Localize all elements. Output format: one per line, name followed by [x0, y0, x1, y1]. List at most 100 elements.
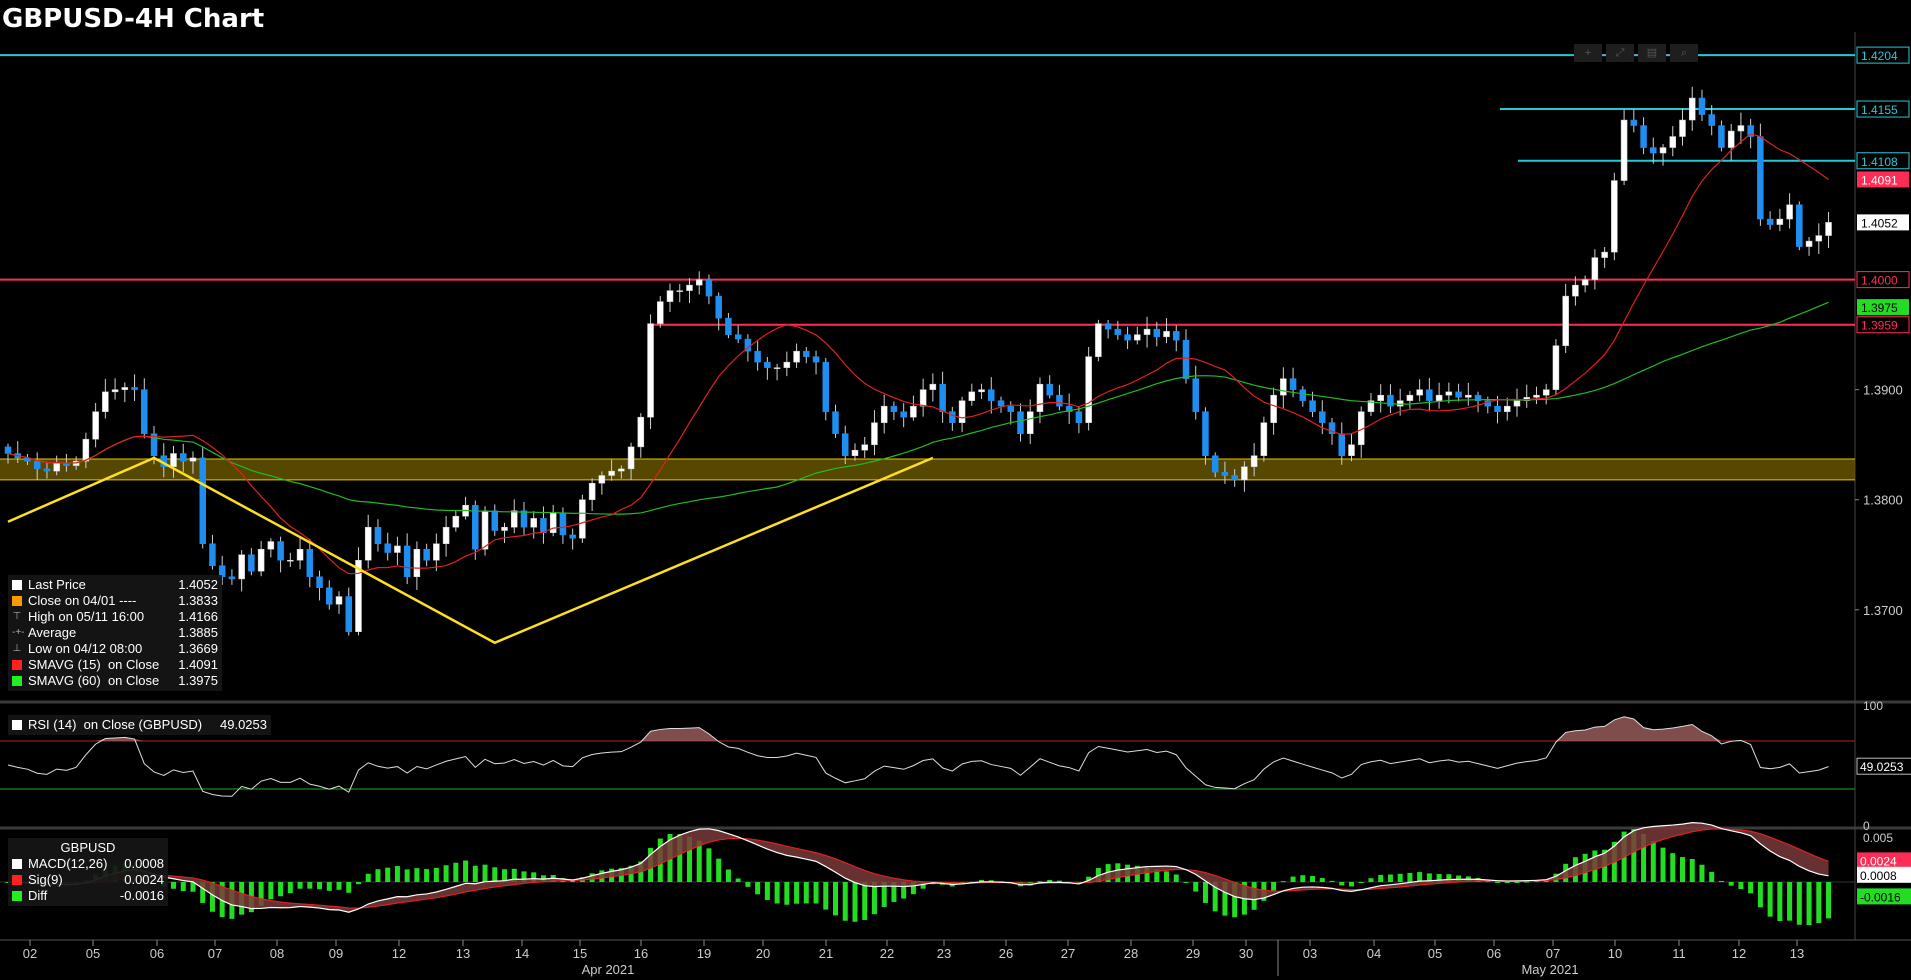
candle-body: [189, 457, 197, 462]
value-badge: [1857, 299, 1909, 316]
candle-body: [228, 576, 236, 580]
macd-histogram-bar: [1086, 876, 1092, 882]
macd-histogram-bar: [803, 882, 809, 904]
macd-histogram-bar: [1495, 881, 1501, 883]
macd-signal-band: [8, 822, 1829, 913]
macd-value-badge: [1857, 888, 1911, 905]
legend-row-average: -+- Average 1.3885: [12, 625, 218, 641]
legend-value: 1.3885: [178, 625, 218, 640]
candle-body: [764, 361, 771, 368]
candle-body: [1377, 394, 1384, 401]
candle-body: [1017, 411, 1024, 434]
candle-body: [968, 391, 976, 401]
legend-row-sma60: SMAVG (60) on Close 1.3975: [12, 673, 218, 689]
x-tick-label: 08: [270, 946, 284, 961]
candle-body: [248, 554, 255, 572]
candle-body: [199, 457, 206, 544]
candle-body: [501, 526, 508, 531]
candle-body: [1056, 394, 1063, 407]
x-tick-label: 09: [329, 946, 343, 961]
macd-histogram-bar: [1222, 882, 1228, 916]
macd-histogram-bar: [472, 865, 478, 882]
level-badge: [1856, 100, 1910, 118]
candle-body: [4, 446, 12, 454]
candle-body: [1591, 257, 1599, 280]
candle-body: [618, 468, 625, 472]
macd-histogram-bar: [1826, 882, 1832, 919]
legend-label: Average: [28, 625, 77, 640]
macd-histogram-bar: [1670, 853, 1676, 882]
candle-body: [1270, 394, 1277, 423]
macd-histogram-bar: [1310, 876, 1316, 882]
candle-body: [1562, 295, 1569, 346]
macd-histogram-bar: [1533, 880, 1539, 882]
x-tick-label: 13: [456, 946, 470, 961]
high-marker-icon: ⊤: [12, 611, 22, 622]
candle-body: [608, 470, 615, 476]
legend-label: Close on 04/01 ----: [28, 593, 137, 608]
macd-histogram-bar: [1047, 879, 1053, 882]
candle-body: [1494, 405, 1501, 412]
candle-body: [1085, 356, 1092, 423]
macd-histogram-bar: [1456, 875, 1462, 882]
macd-histogram-bar: [268, 882, 274, 900]
legend-row-high: ⊤ High on 05/11 16:00 1.4166: [12, 609, 218, 625]
candle-body: [1630, 119, 1638, 126]
candle-body: [364, 526, 372, 561]
candle-body: [1406, 394, 1414, 401]
x-tick-label: 04: [1367, 946, 1381, 961]
macd-histogram-bar: [988, 880, 994, 882]
candle-body: [1552, 345, 1560, 390]
macd-histogram-bar: [1641, 833, 1647, 882]
macd-histogram-bar: [570, 880, 576, 882]
legend-label: SMAVG (15) on Close: [28, 657, 160, 672]
macd-histogram-bar: [492, 867, 498, 882]
legend-label: RSI (14) on Close (GBPUSD): [28, 717, 203, 732]
macd-histogram-bar: [862, 882, 868, 920]
macd-histogram-bar: [1417, 872, 1423, 882]
macd-histogram-bar: [686, 836, 692, 882]
candle-body: [1640, 125, 1647, 148]
candle-body: [238, 554, 245, 580]
x-tick-label: 26: [999, 946, 1013, 961]
legend-label: Diff: [28, 888, 48, 903]
candle-body: [472, 504, 479, 550]
month-label: Apr 2021: [582, 962, 635, 977]
macd-histogram-bar: [1144, 866, 1150, 882]
layout-tool-button[interactable]: ▤: [1638, 44, 1666, 62]
macd-tick-label: 0.005: [1863, 831, 1893, 845]
x-tick-label: 16: [634, 946, 648, 961]
candle-body: [131, 387, 138, 390]
macd-histogram-bar: [1368, 878, 1374, 882]
x-tick-label: 10: [1608, 946, 1622, 961]
candle-body: [978, 389, 985, 393]
macd-histogram-bar: [1504, 882, 1510, 883]
macd-histogram-bar: [979, 879, 985, 882]
macd-histogram-bar: [326, 882, 332, 891]
macd-histogram-bar: [1358, 882, 1364, 883]
rsi-legend-row: RSI (14) on Close (GBPUSD) 49.0253: [12, 717, 267, 733]
macd-histogram-bar: [502, 869, 508, 882]
candle-body: [102, 391, 109, 412]
zoom-tool-button[interactable]: ⌕: [1670, 44, 1698, 62]
legend-title: GBPUSD: [60, 840, 116, 855]
macd-histogram-bar: [1660, 847, 1666, 882]
macd-legend-row-diff: Diff -0.0016: [12, 888, 164, 904]
macd-histogram-bar: [317, 882, 323, 890]
macd-histogram-bar: [1319, 878, 1325, 882]
candle-body: [423, 548, 430, 561]
macd-value-badge: [1857, 866, 1911, 883]
candle-body: [803, 350, 810, 357]
draw-tool-button[interactable]: ⤢: [1606, 44, 1634, 62]
macd-histogram-bar: [1436, 873, 1442, 882]
candle-body: [1104, 323, 1112, 330]
candle-body: [1504, 405, 1511, 412]
candle-body: [1036, 383, 1044, 412]
candle-body: [150, 433, 158, 456]
macd-histogram-bar: [258, 882, 264, 906]
candle-body: [1124, 334, 1131, 341]
candle-body: [1465, 394, 1472, 398]
crosshair-tool-button[interactable]: +: [1574, 44, 1602, 62]
candle-body: [1367, 400, 1375, 412]
